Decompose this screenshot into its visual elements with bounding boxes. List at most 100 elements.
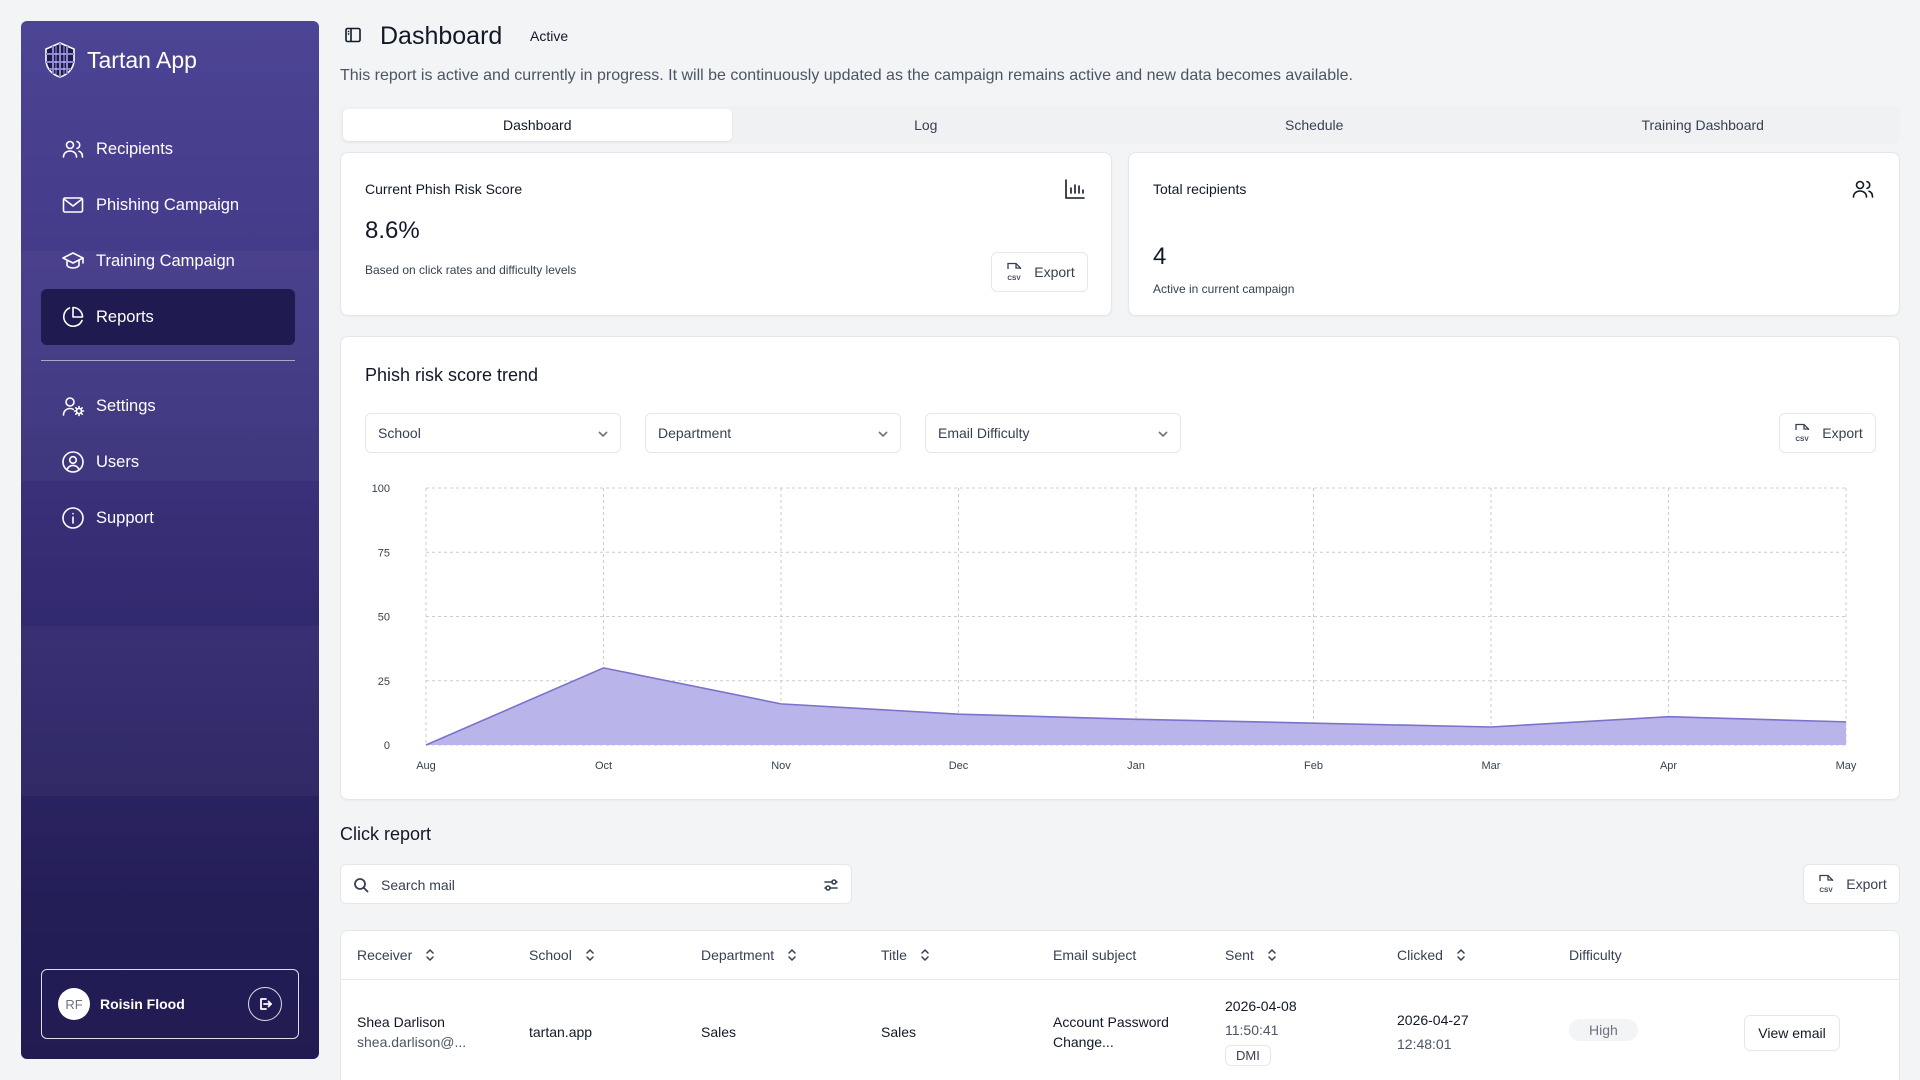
sidebar-item-label: Recipients [96,139,174,158]
sidebar-item-phishing-campaign[interactable]: Phishing Campaign [41,177,295,233]
click-report-export-button[interactable]: CSV Export [1803,864,1900,904]
column-header-school[interactable]: School [529,947,596,963]
page-title: Dashboard [380,22,503,50]
user-name: Roisin Flood [100,996,185,1012]
sidebar-item-label: Training Campaign [96,251,235,270]
logout-icon [260,998,272,1010]
page-description: This report is active and currently in p… [340,67,1353,84]
avatar: RF [58,988,90,1020]
trend-card: Phish risk score trend School Department… [340,336,1900,800]
tab-dashboard[interactable]: Dashboard [343,109,732,141]
difficulty-badge: High [1569,1019,1638,1041]
users-icon [1851,177,1875,201]
sidebar-item-reports[interactable]: Reports [41,289,295,345]
sort-icon [424,948,436,962]
sidebar-band [21,626,319,796]
user-cog-icon [61,394,85,418]
column-label: Email subject [1053,947,1137,963]
tab-schedule[interactable]: Schedule [1285,117,1344,133]
department-filter[interactable]: Department [645,413,901,453]
school-cell: tartan.app [529,1024,593,1040]
table-header: Receiver School Department Title Email s… [341,931,1899,980]
users-icon [61,137,85,161]
sidebar-item-label: Users [96,452,140,471]
subject-line-1: Account Password [1053,1014,1169,1030]
info-icon [61,506,85,530]
view-email-button[interactable]: View email [1744,1015,1840,1051]
risk-score-subtitle: Based on click rates and difficulty leve… [365,263,577,277]
x-tick-label: Dec [949,760,969,772]
sidebar-item-training-campaign[interactable]: Training Campaign [41,233,295,289]
tab-training-dashboard[interactable]: Training Dashboard [1641,117,1764,133]
search-input[interactable] [381,873,781,897]
column-header-department[interactable]: Department [701,947,798,963]
risk-score-card: Current Phish Risk Score 8.6% Based on c… [340,152,1112,316]
column-header-sent[interactable]: Sent [1225,947,1278,963]
export-label: Export [1822,425,1863,441]
trend-export-button[interactable]: CSV Export [1779,413,1876,453]
sidebar-item-settings[interactable]: Settings [41,378,295,434]
sidebar-divider [41,360,295,361]
department-cell: Sales [701,1024,737,1040]
export-label: Export [1846,876,1887,892]
chevron-down-icon [1156,427,1170,441]
column-header-email-subject: Email subject [1053,947,1136,963]
filter-sliders-icon[interactable] [823,877,839,893]
user-card[interactable]: RF Roisin Flood [41,969,299,1039]
sidebar-item-label: Settings [96,396,156,415]
click-report-table: Receiver School Department Title Email s… [340,930,1900,1080]
y-tick-label: 50 [378,612,390,624]
sidebar-item-recipients[interactable]: Recipients [41,121,295,177]
title-cell: Sales [881,1024,917,1040]
risk-export-button[interactable]: CSV Export [991,252,1088,292]
y-tick-label: 0 [384,740,390,752]
recipients-subtitle: Active in current campaign [1153,282,1295,296]
sort-icon [1266,948,1278,962]
column-label: Title [881,947,907,963]
column-header-clicked[interactable]: Clicked [1397,947,1467,963]
status-badge: Active [530,28,569,44]
sidebar-item-label: Reports [96,307,154,326]
risk-score-value: 8.6% [365,217,420,244]
tab-bar: Dashboard Log Schedule Training Dashboar… [340,106,1900,144]
sort-icon [786,948,798,962]
brand[interactable]: Tartan App [43,41,197,79]
card-label: Total recipients [1153,181,1247,197]
sidebar-item-label: Support [96,508,154,527]
column-header-receiver[interactable]: Receiver [357,947,436,963]
column-label: Receiver [357,947,413,963]
column-header-title[interactable]: Title [881,947,931,963]
column-label: School [529,947,572,963]
x-tick-label: Mar [1482,760,1501,772]
sidebar-item-users[interactable]: Users [41,434,295,490]
recipients-value: 4 [1153,243,1167,270]
tab-log[interactable]: Log [914,117,938,133]
subject-line-2: Change... [1053,1034,1114,1050]
column-label: Difficulty [1569,947,1622,963]
email-difficulty-filter[interactable]: Email Difficulty [925,413,1181,453]
receiver-name: Shea Darlison [357,1014,445,1030]
sent-time: 11:50:41 [1225,1022,1279,1038]
y-tick-label: 100 [372,483,390,495]
receiver-email: shea.darlison@... [357,1034,467,1050]
sort-icon [584,948,596,962]
card-label: Current Phish Risk Score [365,181,523,197]
csv-file-icon: CSV [1792,422,1812,444]
filter-label: School [378,425,421,441]
clicked-time: 12:48:01 [1397,1036,1452,1052]
column-header-difficulty: Difficulty [1569,947,1622,963]
school-filter[interactable]: School [365,413,621,453]
sidebar-item-support[interactable]: Support [41,490,295,546]
chevron-down-icon [876,427,890,441]
chevron-down-icon [596,427,610,441]
y-tick-label: 75 [378,547,390,559]
sort-icon [1455,948,1467,962]
sidebar-toggle-button[interactable] [344,26,364,46]
search-icon [353,877,369,893]
filter-label: Email Difficulty [938,425,1030,441]
logout-button[interactable] [248,987,282,1021]
app-name: Tartan App [87,46,197,73]
x-tick-label: Feb [1304,760,1323,772]
filter-label: Department [658,425,732,441]
csv-label: CSV [1820,887,1834,894]
